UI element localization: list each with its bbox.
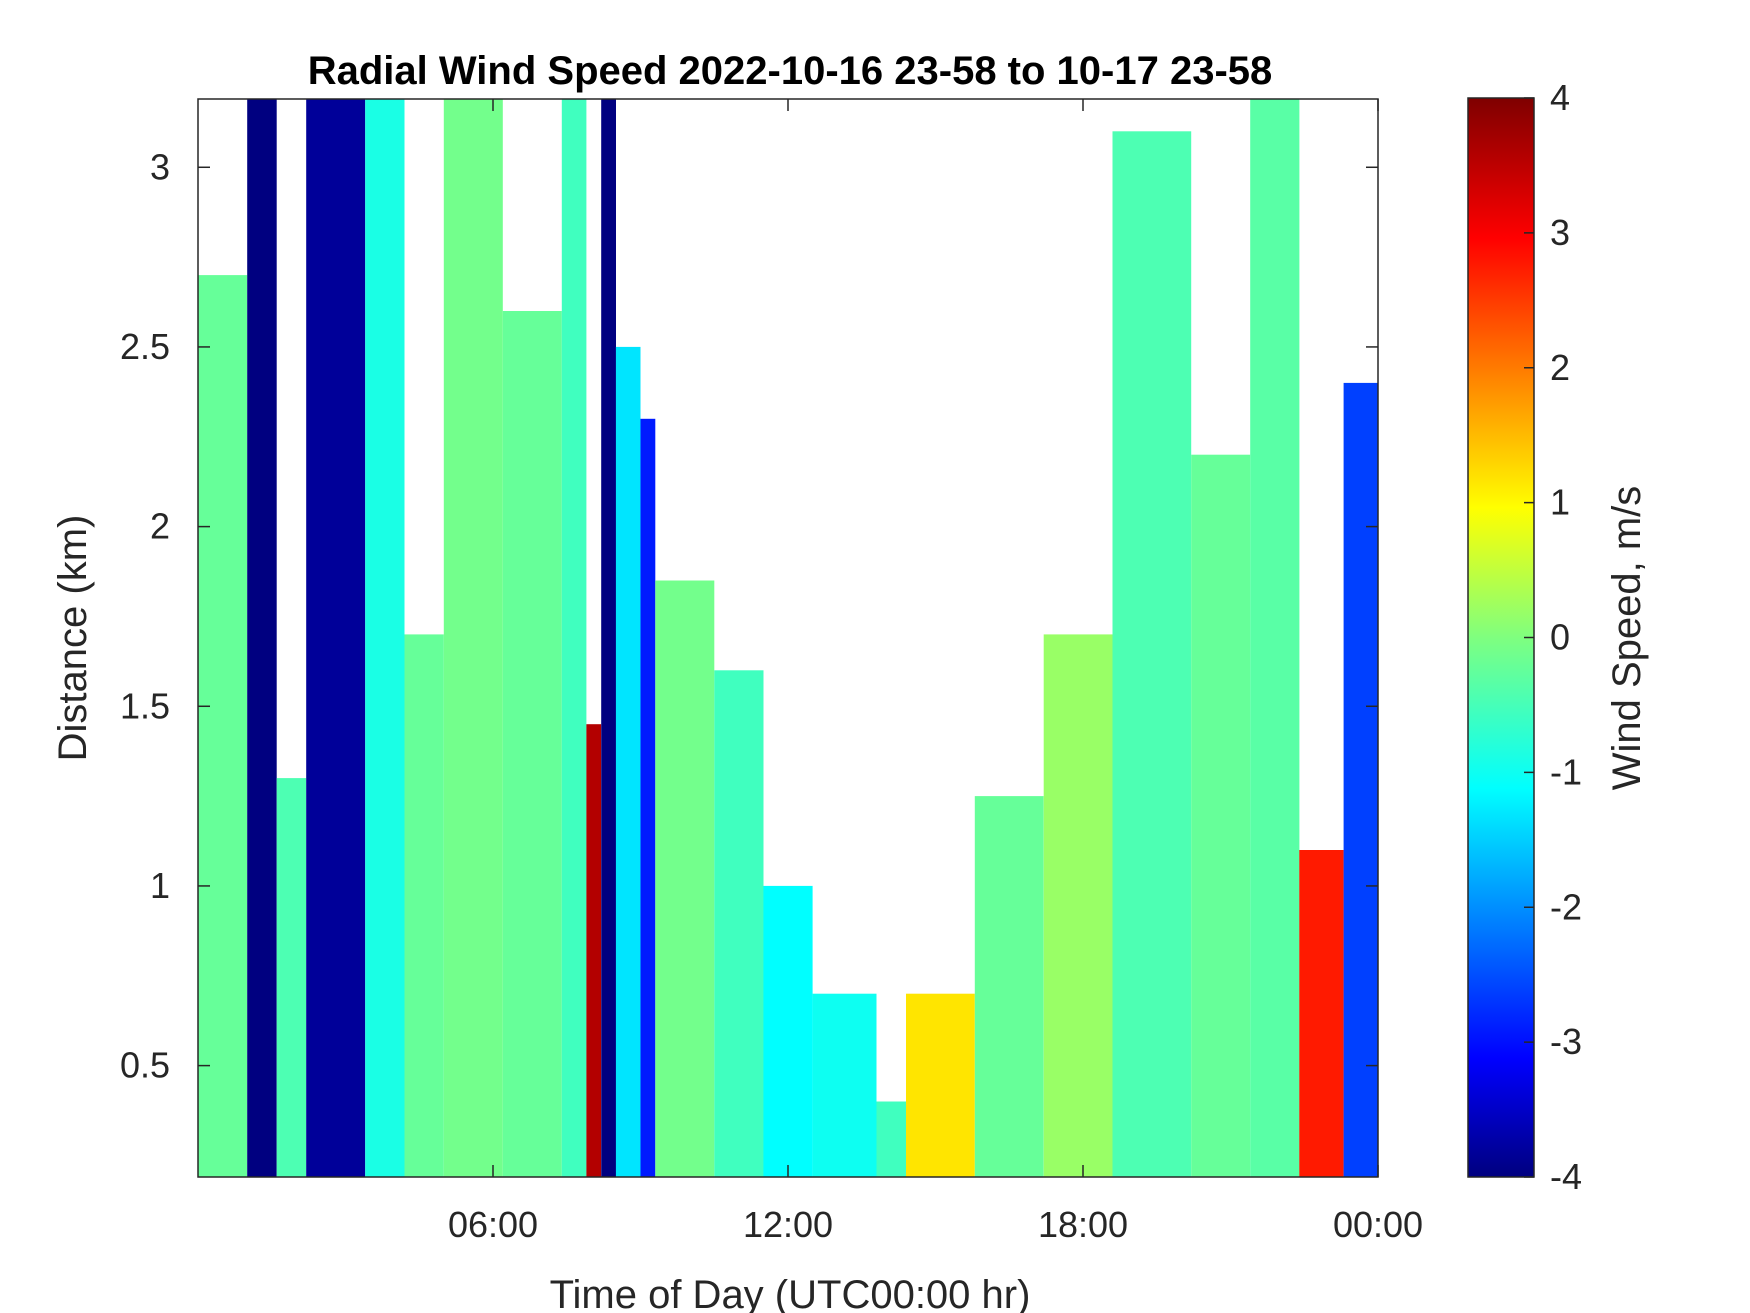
colorbar-tick-label: 2	[1550, 347, 1570, 388]
heatmap-cell	[763, 885, 813, 1177]
heatmap-cell	[502, 311, 562, 1177]
x-tick-label: 18:00	[1038, 1204, 1128, 1245]
y-tick-label: 2.5	[120, 326, 170, 367]
y-tick-label: 0.5	[120, 1045, 170, 1086]
x-axis: 06:00 12:00 18:00 00:00	[448, 99, 1423, 1245]
heatmap-cell	[1191, 454, 1251, 1177]
heatmap-cell	[365, 99, 405, 1177]
heatmap-cell	[974, 796, 1044, 1177]
chart-title: Radial Wind Speed 2022-10-16 23-58 to 10…	[308, 49, 1273, 93]
y-tick-label: 2	[150, 506, 170, 547]
heatmap-cell	[247, 99, 277, 1177]
heatmap-cell	[655, 580, 715, 1177]
heatmap-cell	[601, 99, 616, 1177]
y-tick-label: 3	[150, 146, 170, 187]
colorbar-axis: 4 3 2 1 0 -1 -2 -3 -4	[1524, 77, 1582, 1197]
colorbar-tick-label: -3	[1550, 1021, 1582, 1062]
colorbar	[1467, 97, 1535, 1178]
heatmap-cell	[615, 346, 641, 1177]
heatmap-cell	[586, 724, 602, 1177]
heatmap-cell	[1343, 382, 1378, 1177]
heatmap-cell	[1299, 850, 1344, 1177]
heatmap-cell	[1112, 131, 1192, 1177]
x-tick-label: 00:00	[1333, 1204, 1423, 1245]
colorbar-tick-label: 4	[1550, 77, 1570, 118]
x-tick-label: 12:00	[743, 1204, 833, 1245]
colorbar-tick-label: 3	[1550, 212, 1570, 253]
heatmap-cell	[443, 99, 503, 1177]
x-tick-label: 06:00	[448, 1204, 538, 1245]
heatmap-cell	[404, 634, 444, 1177]
y-tick-label: 1	[150, 865, 170, 906]
colorbar-tick-label: 1	[1550, 482, 1570, 523]
heatmap-cell	[561, 99, 587, 1177]
heatmap-cell	[876, 1101, 906, 1177]
heatmap-cell	[906, 993, 975, 1177]
heatmap-cell	[198, 275, 248, 1177]
heatmap-cell	[276, 778, 307, 1177]
y-axis-label: Distance (km)	[51, 515, 95, 762]
heatmap-cell	[640, 418, 656, 1177]
heatmap-cell	[1250, 99, 1300, 1177]
y-tick-label: 1.5	[120, 685, 170, 726]
colorbar-tick-label: 0	[1550, 617, 1570, 658]
heatmap-cell	[714, 670, 764, 1177]
heatmap-layer	[198, 99, 1378, 1177]
heatmap-cell	[812, 993, 877, 1177]
colorbar-tick-label: -2	[1550, 886, 1582, 927]
colorbar-label: Wind Speed, m/s	[1605, 486, 1649, 791]
x-axis-label: Time of Day (UTC00:00 hr)	[550, 1273, 1031, 1313]
heatmap-cell	[306, 99, 366, 1177]
y-axis: 0.5 1 1.5 2 2.5 3	[120, 146, 1378, 1086]
colorbar-tick-label: -1	[1550, 751, 1582, 792]
colorbar-tick-label: -4	[1550, 1156, 1582, 1197]
heatmap-cell	[1043, 634, 1113, 1177]
